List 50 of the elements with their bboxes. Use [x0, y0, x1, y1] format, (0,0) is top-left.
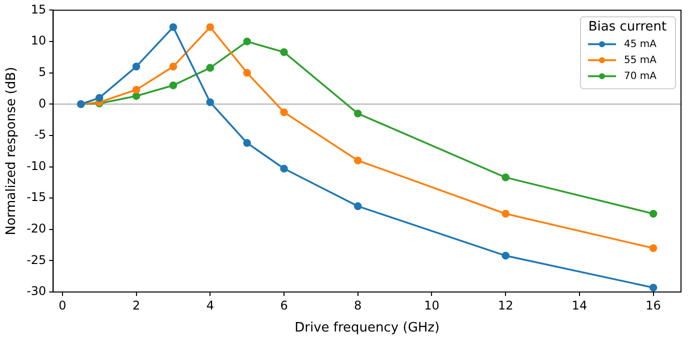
legend-label: 45 mA	[624, 38, 657, 50]
x-tick-label: 2	[132, 298, 140, 312]
x-tick-label: 16	[646, 298, 661, 312]
point	[649, 210, 658, 218]
x-tick-label: 14	[572, 298, 588, 312]
y-tick-label: 0	[38, 96, 46, 110]
y-tick-label: -15	[26, 190, 46, 204]
legend-title: Bias current	[588, 20, 667, 35]
y-tick-label: 15	[30, 2, 46, 16]
point	[502, 174, 510, 182]
y-axis-title: Normalized response (dB)	[4, 66, 20, 236]
x-tick-label: 12	[498, 298, 514, 312]
point	[169, 23, 178, 32]
point	[132, 92, 140, 100]
point	[95, 94, 104, 102]
point	[649, 284, 658, 292]
point	[132, 62, 140, 70]
x-tick-label: 6	[280, 298, 288, 312]
point	[243, 68, 251, 77]
y-tick-label: -30	[26, 284, 46, 298]
x-tick-label: 4	[206, 298, 214, 312]
y-tick-label: -5	[34, 128, 46, 142]
point	[169, 81, 178, 90]
point	[354, 202, 362, 210]
x-tick-label: 0	[58, 298, 66, 312]
point	[502, 252, 510, 260]
y-tick-label: -25	[26, 252, 46, 267]
point	[502, 210, 510, 218]
point	[280, 108, 288, 116]
point	[354, 110, 362, 118]
point	[206, 23, 214, 32]
y-tick-label: -10	[26, 158, 46, 173]
point	[280, 48, 288, 56]
point	[649, 244, 658, 252]
y-tick-label: -20	[26, 222, 46, 236]
point	[169, 62, 178, 70]
point	[243, 38, 251, 46]
y-tick-label: 5	[38, 64, 46, 79]
point	[132, 86, 140, 94]
x-axis-title: Drive frequency (GHz)	[294, 320, 440, 336]
point	[206, 64, 214, 72]
y-tick-label: 10	[30, 34, 46, 48]
x-tick-label: 10	[424, 298, 440, 312]
legend-label: 55 mA	[624, 54, 657, 66]
point	[206, 98, 214, 106]
point	[243, 139, 251, 147]
point	[354, 156, 362, 164]
x-tick-label: 8	[354, 298, 362, 312]
point	[280, 164, 288, 173]
legend-label: 70 mA	[624, 70, 657, 82]
